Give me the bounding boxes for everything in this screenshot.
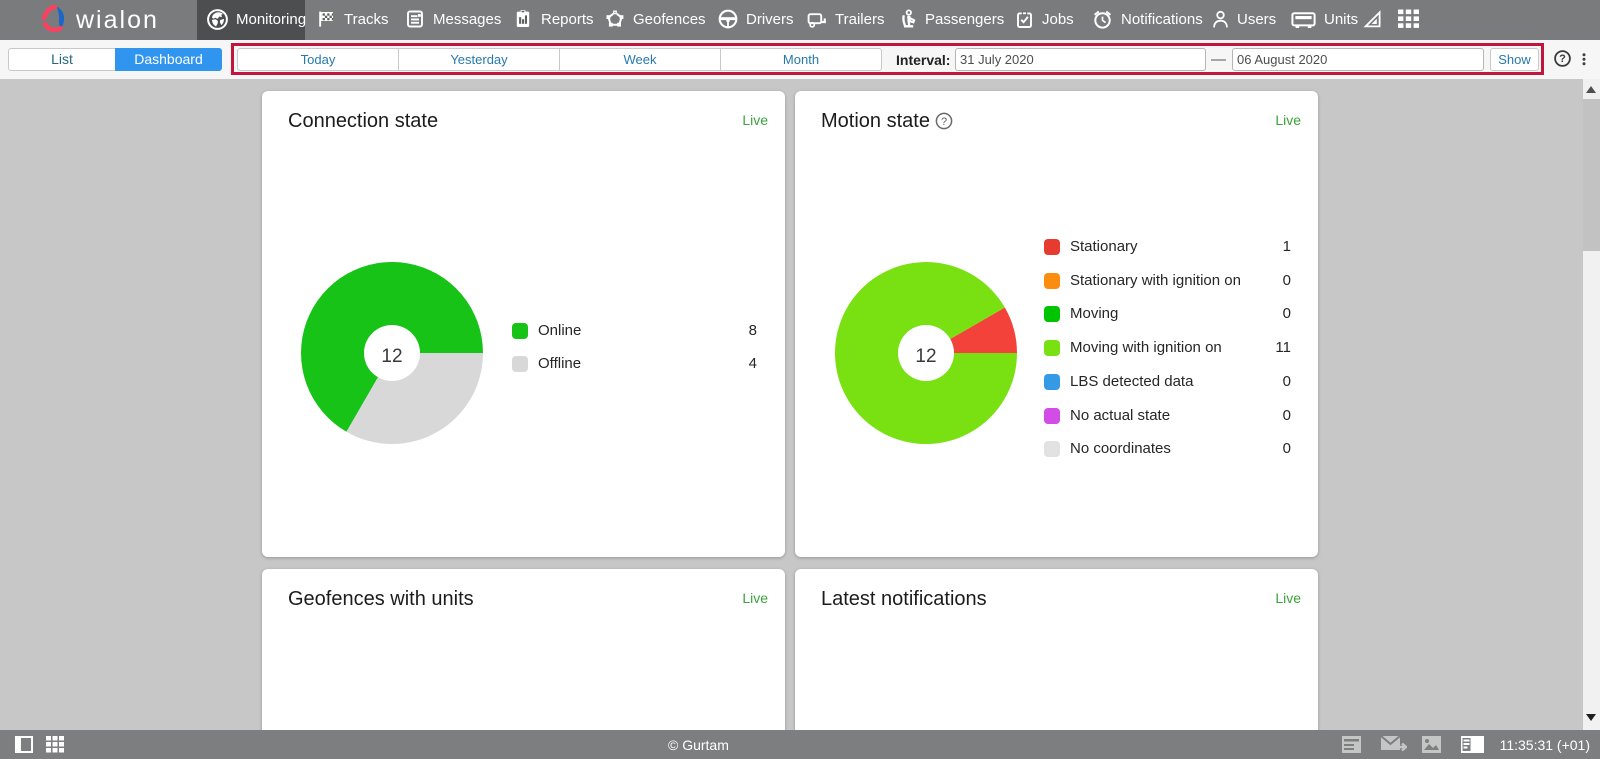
svg-text:?: ? — [1559, 53, 1566, 65]
svg-text:12: 12 — [915, 346, 936, 367]
svg-text:12: 12 — [381, 346, 402, 367]
svg-text:?: ? — [941, 116, 947, 128]
